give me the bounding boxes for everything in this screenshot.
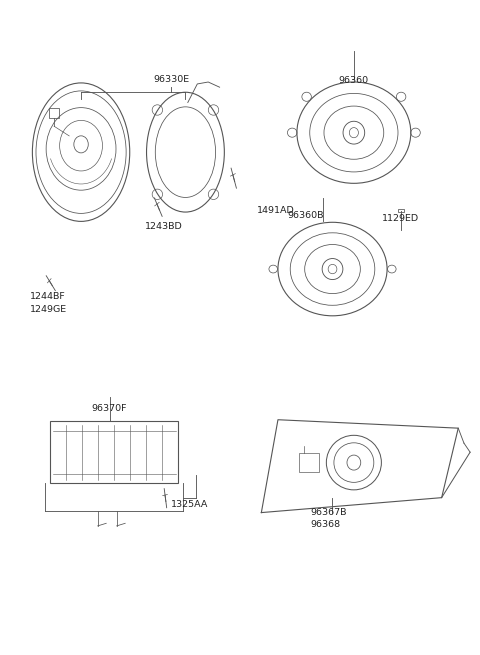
Text: 96367B: 96367B <box>310 508 347 517</box>
Text: 1129ED: 1129ED <box>383 214 420 223</box>
Bar <box>300 453 319 472</box>
Text: 96370F: 96370F <box>92 404 127 413</box>
Text: 1491AD: 1491AD <box>257 206 294 215</box>
Text: 96360: 96360 <box>339 76 369 85</box>
Text: 1243BD: 1243BD <box>145 222 183 231</box>
Text: 1325AA: 1325AA <box>171 500 209 509</box>
Text: 1249GE: 1249GE <box>30 305 67 314</box>
Bar <box>50 421 179 483</box>
Text: 1244BF: 1244BF <box>30 292 66 301</box>
Bar <box>398 209 404 212</box>
Text: 96368: 96368 <box>310 520 340 529</box>
Text: 96360B: 96360B <box>288 212 324 220</box>
Bar <box>49 108 59 119</box>
Text: 96330E: 96330E <box>153 75 189 84</box>
